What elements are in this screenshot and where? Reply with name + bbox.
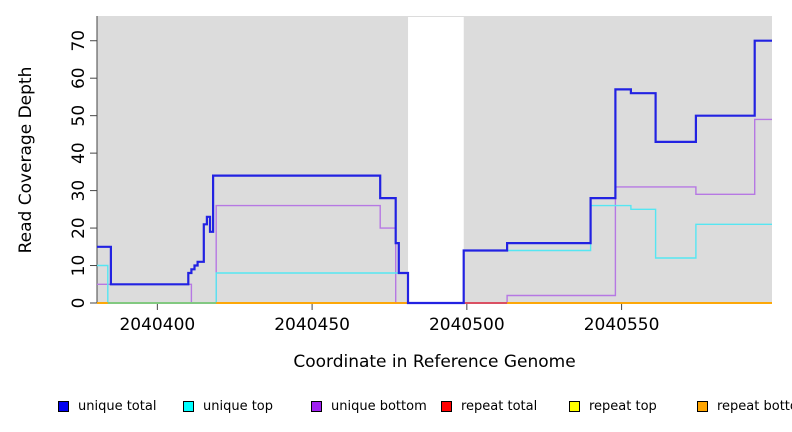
y-tick-label: 40 — [69, 142, 89, 164]
y-tick-label: 60 — [69, 67, 89, 89]
y-tick-label: 0 — [69, 298, 89, 309]
y-tick-label: 30 — [69, 180, 89, 202]
y-tick-label: 20 — [69, 217, 89, 239]
y-tick-label: 70 — [69, 30, 89, 52]
x-tick-label: 2040400 — [119, 315, 195, 335]
x-tick-label: 2040450 — [274, 315, 350, 335]
y-axis-title: Read Coverage Depth — [16, 66, 36, 254]
series-line-unique-total — [97, 39, 772, 305]
x-axis-title: Coordinate in Reference Genome — [293, 352, 576, 372]
y-tick-label: 10 — [69, 255, 89, 277]
y-tick-label: 50 — [69, 105, 89, 127]
missing-data-band — [408, 17, 464, 303]
x-tick-label: 2040500 — [429, 315, 505, 335]
x-tick-label: 2040550 — [584, 315, 660, 335]
